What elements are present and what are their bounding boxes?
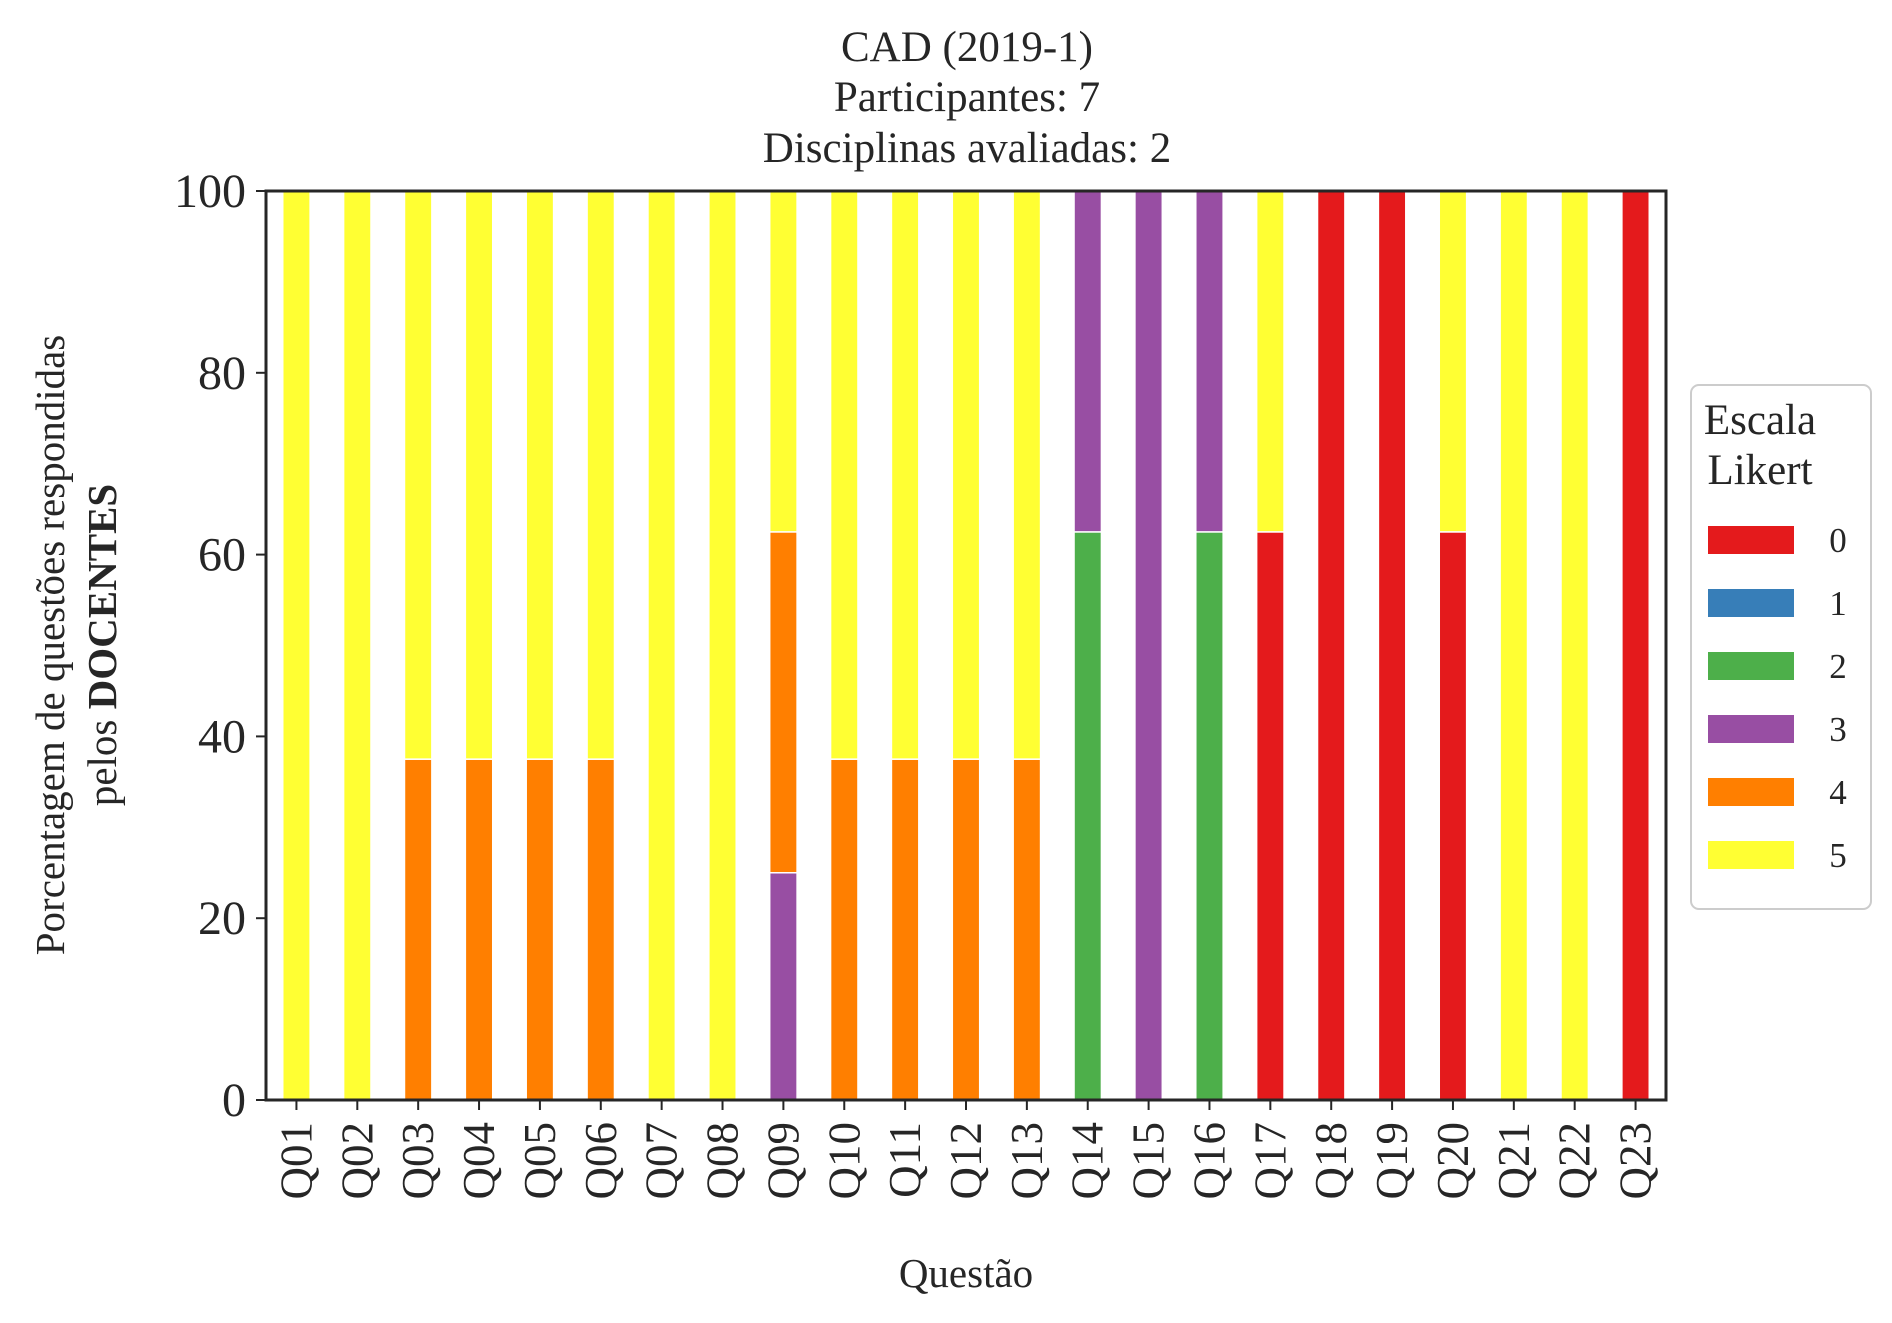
x-tick-label: Q11	[880, 1122, 930, 1198]
bar-q12-level-4	[951, 758, 981, 1101]
x-tick-label: Q14	[1063, 1122, 1113, 1200]
x-tick-label: Q22	[1550, 1122, 1600, 1200]
bar-q08-level-5	[708, 190, 737, 1101]
legend-items: 0 1 2 3 4 5	[1708, 521, 1847, 875]
y-tick-label: 40	[198, 710, 246, 763]
bar-q01-level-5	[281, 190, 311, 1101]
legend-swatch-0	[1708, 526, 1794, 554]
bar-q06-level-5	[586, 190, 616, 760]
legend-swatch-5	[1708, 841, 1794, 869]
x-tick-label: Q01	[271, 1122, 321, 1200]
legend-label-1: 1	[1829, 584, 1847, 623]
legend-label-5: 5	[1829, 836, 1847, 875]
bar-q15-level-3	[1134, 190, 1164, 1101]
bar-q10-level-5	[829, 190, 859, 760]
chart-title-line-1: CAD (2019-1)	[841, 24, 1093, 71]
x-tick-label: Q17	[1245, 1122, 1295, 1200]
bar-q16-level-2	[1195, 531, 1224, 1101]
bar-q11-level-5	[890, 190, 920, 760]
x-tick-label: Q15	[1124, 1122, 1174, 1200]
bar-q18-level-0	[1316, 190, 1346, 1101]
bar-q04-level-5	[464, 190, 494, 760]
bar-q03-level-5	[403, 190, 433, 760]
bar-q13-level-4	[1012, 758, 1042, 1101]
bar-q09-level-3	[768, 872, 798, 1101]
legend-swatch-2	[1708, 652, 1794, 680]
bar-q14-level-2	[1073, 531, 1103, 1101]
bar-q06-level-4	[586, 758, 616, 1101]
x-tick-label: Q04	[454, 1122, 504, 1200]
x-tick-label: Q16	[1184, 1122, 1234, 1200]
bar-q09-level-4	[768, 531, 798, 874]
bar-q02-level-5	[342, 190, 372, 1101]
legend: Escala Likert 0 1 2 3 4 5	[1690, 384, 1872, 910]
legend-label-2: 2	[1829, 647, 1847, 686]
x-tick-label: Q23	[1611, 1122, 1661, 1200]
y-axis-label-prefix: pelos	[79, 709, 125, 806]
bar-q22-level-5	[1560, 190, 1590, 1101]
x-tick-label: Q19	[1367, 1122, 1417, 1200]
bar-q04-level-4	[464, 758, 494, 1101]
legend-title-line-1: Escala	[1704, 397, 1816, 444]
chart-title-line-3: Disciplinas avaliadas: 2	[763, 125, 1171, 172]
bar-q23-level-0	[1621, 190, 1651, 1101]
legend-label-4: 4	[1829, 773, 1847, 812]
y-tick-label: 100	[174, 165, 246, 218]
x-tick-label: Q02	[332, 1122, 382, 1200]
x-tick-label: Q05	[515, 1122, 565, 1200]
legend-swatch-3	[1708, 715, 1794, 743]
y-tick-label: 80	[198, 347, 246, 400]
bar-q21-level-5	[1499, 190, 1529, 1101]
x-tick-label: Q10	[819, 1122, 869, 1200]
legend-title-line-2: Likert	[1707, 447, 1812, 494]
bar-q17-level-0	[1255, 531, 1285, 1101]
y-tick-label: 20	[198, 892, 246, 945]
legend-swatch-4	[1708, 778, 1794, 806]
y-axis-label-line-1: Porcentagem de questões respondidas	[27, 335, 73, 956]
x-tick-label: Q21	[1489, 1122, 1539, 1200]
bar-q20-level-0	[1438, 531, 1468, 1101]
bar-q05-level-4	[525, 758, 555, 1101]
bar-q19-level-0	[1377, 190, 1407, 1101]
x-tick-label: Q12	[941, 1122, 991, 1200]
bar-q07-level-5	[647, 190, 677, 1101]
x-tick-label: Q18	[1306, 1122, 1356, 1200]
chart-title: CAD (2019-1) Participantes: 7 Disciplina…	[763, 24, 1171, 172]
x-tick-label: Q08	[698, 1122, 748, 1200]
y-axis-label: Porcentagem de questões respondidas pelo…	[27, 335, 125, 956]
x-axis-label: Questão	[899, 1250, 1033, 1296]
y-tick-label: 0	[222, 1074, 246, 1127]
bar-q09-level-5	[768, 190, 798, 533]
bars-layer	[281, 190, 1651, 1101]
bar-q12-level-5	[951, 190, 981, 760]
x-tick-label: Q06	[576, 1122, 626, 1200]
bar-q13-level-5	[1012, 190, 1042, 760]
bar-q14-level-3	[1073, 190, 1103, 533]
x-tick-label: Q13	[1002, 1122, 1052, 1200]
x-tick-label: Q07	[637, 1122, 687, 1200]
x-tick-label: Q20	[1428, 1122, 1478, 1200]
legend-label-3: 3	[1829, 710, 1847, 749]
y-axis-ticks: 0 20 40 60 80 100	[174, 165, 266, 1127]
x-tick-label: Q03	[393, 1122, 443, 1200]
x-axis-ticks: Q01 Q02 Q03 Q04 Q05 Q06 Q07 Q08 Q09 Q10 Q11 Q12 Q13 Q…	[271, 1100, 1661, 1200]
bar-q05-level-5	[525, 190, 555, 760]
bar-q10-level-4	[829, 758, 859, 1101]
legend-label-0: 0	[1829, 521, 1847, 560]
x-tick-label: Q09	[758, 1122, 808, 1200]
legend-swatch-1	[1708, 589, 1794, 617]
y-axis-label-line-2: pelos DOCENTES	[79, 484, 125, 806]
chart-title-line-2: Participantes: 7	[834, 74, 1100, 121]
bar-q16-level-3	[1195, 190, 1224, 533]
bar-q17-level-5	[1255, 190, 1285, 533]
y-axis-label-bold-word: DOCENTES	[79, 484, 125, 710]
bar-q20-level-5	[1438, 190, 1468, 533]
bar-q03-level-4	[403, 758, 433, 1101]
y-tick-label: 60	[198, 529, 246, 582]
bar-q11-level-4	[890, 758, 920, 1101]
